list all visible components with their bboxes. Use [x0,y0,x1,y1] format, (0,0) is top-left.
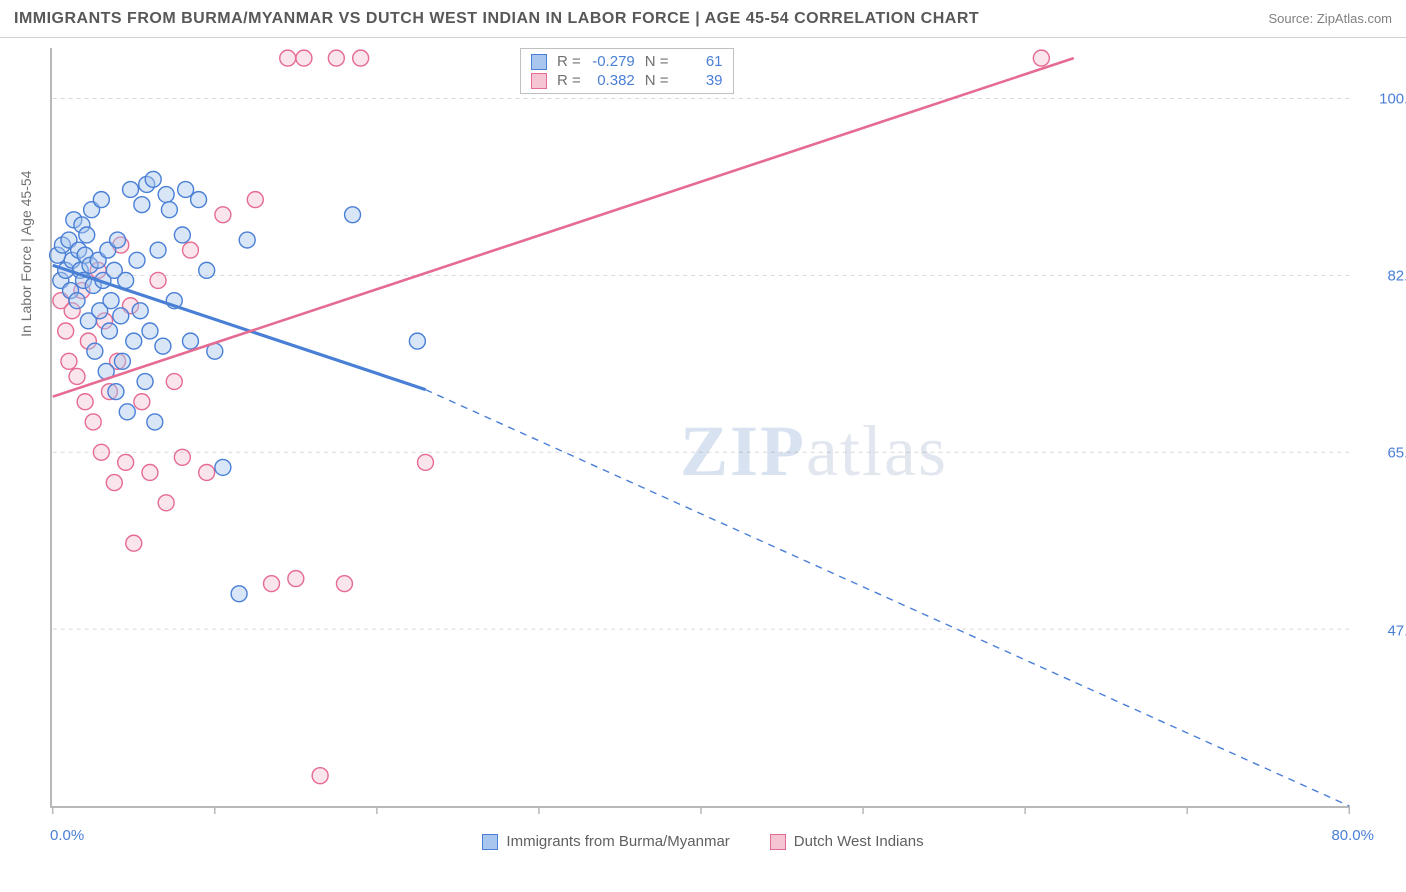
page-title: IMMIGRANTS FROM BURMA/MYANMAR VS DUTCH W… [14,10,979,28]
y-tick-label: 65.0% [1360,445,1406,462]
y-tick-label: 82.5% [1360,268,1406,285]
r-label: R = [557,53,581,70]
source-label: Source: ZipAtlas.com [1268,11,1392,26]
legend-label-b: Dutch West Indians [794,833,924,850]
y-tick-label: 47.5% [1360,622,1406,639]
swatch-series-b-icon [770,834,786,850]
legend-label-a: Immigrants from Burma/Myanmar [506,833,729,850]
chart-svg [52,48,1350,806]
correlation-stats-box: R = -0.279 N = 61 R = 0.382 N = 39 [520,48,734,94]
n-value-a: 61 [679,53,723,70]
swatch-series-a-icon [531,54,547,70]
r-label: R = [557,72,581,89]
n-label: N = [645,72,669,89]
swatch-series-a-icon [482,834,498,850]
n-label: N = [645,53,669,70]
y-axis-title: In Labor Force | Age 45-54 [18,171,34,337]
n-value-b: 39 [679,72,723,89]
r-value-a: -0.279 [591,53,635,70]
y-tick-label: 100.0% [1360,90,1406,107]
chart-plot-area: 47.5%65.0%82.5%100.0% [50,48,1350,808]
stats-row-series-b: R = 0.382 N = 39 [531,72,723,89]
legend: Immigrants from Burma/Myanmar Dutch West… [0,833,1406,850]
stats-row-series-a: R = -0.279 N = 61 [531,53,723,70]
swatch-series-b-icon [531,73,547,89]
legend-item-series-b: Dutch West Indians [770,833,924,850]
r-value-b: 0.382 [591,72,635,89]
legend-item-series-a: Immigrants from Burma/Myanmar [482,833,729,850]
